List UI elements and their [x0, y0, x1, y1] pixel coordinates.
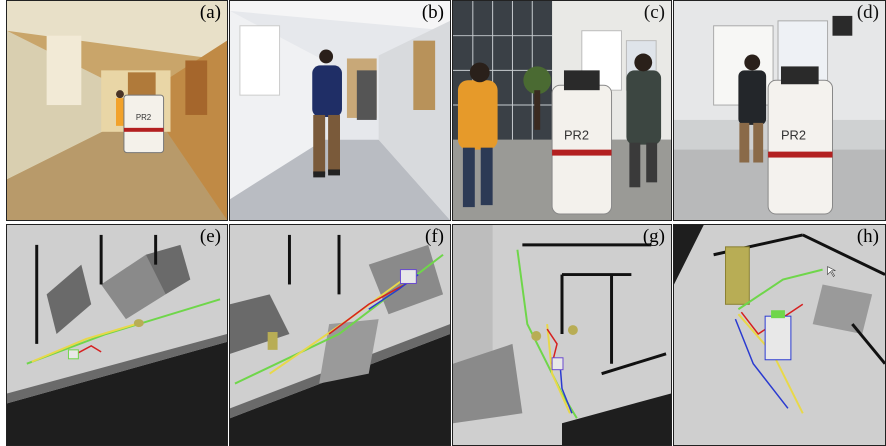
map-unknown-region-e [7, 341, 227, 445]
photo-panel-d: PR2 (d) [673, 0, 886, 221]
corridor-photo-b [230, 1, 450, 220]
trajectory-blue-h [734, 318, 789, 409]
pr2-logo-c: PR2 [564, 128, 589, 143]
occupancy-map-e [7, 225, 227, 445]
human-obstacle-e [133, 319, 144, 328]
trajectory-yellow-e [31, 323, 137, 363]
panel-label-d: (d) [856, 2, 879, 23]
lab-photo-d: PR2 [674, 1, 885, 220]
map-panel-g: (g) [452, 224, 672, 446]
photo-panel-a: PR2 (a) [6, 0, 228, 221]
robot-marker-f [399, 269, 417, 284]
panel-label-b: (b) [421, 2, 444, 23]
trajectory-red-f [328, 281, 409, 335]
human-obstacle-g1 [531, 331, 542, 341]
panel-label-f: (f) [425, 226, 444, 247]
panel-label-e: (e) [199, 226, 221, 247]
hall-photo-c: PR2 [453, 1, 671, 220]
occupancy-map-g [453, 225, 671, 445]
pr2-logo-d: PR2 [781, 128, 806, 143]
trajectory-blue-g [559, 363, 573, 414]
map-panel-h: (h) [673, 224, 886, 446]
corridor-photo-a: PR2 [7, 1, 227, 220]
map-panel-f: (f) [229, 224, 451, 446]
robot-marker-h [764, 315, 792, 361]
map-panel-e: (e) [6, 224, 228, 446]
panel-label-h: (h) [856, 226, 879, 247]
panel-label-c: (c) [643, 2, 665, 23]
occupancy-map-f [230, 225, 450, 445]
panel-label-a: (a) [199, 2, 221, 23]
human-obstacle-f [267, 332, 278, 350]
pr2-logo-a: PR2 [136, 113, 151, 122]
robot-marker-e [67, 349, 79, 360]
panel-label-g: (g) [642, 226, 665, 247]
trajectory-yellow-g [546, 324, 571, 414]
trajectory-green-h [737, 268, 823, 311]
human-obstacle-g2 [567, 325, 578, 335]
human-obstacle-h [725, 246, 750, 305]
robot-marker-g [551, 357, 564, 371]
trajectory-red-g [546, 328, 558, 364]
cursor-arrow-icon [827, 266, 836, 278]
occupancy-map-h [674, 225, 885, 445]
photo-panel-b: (b) [229, 0, 451, 221]
trajectory-red-e [76, 345, 102, 355]
photo-panel-c: PR2 (c) [452, 0, 672, 221]
